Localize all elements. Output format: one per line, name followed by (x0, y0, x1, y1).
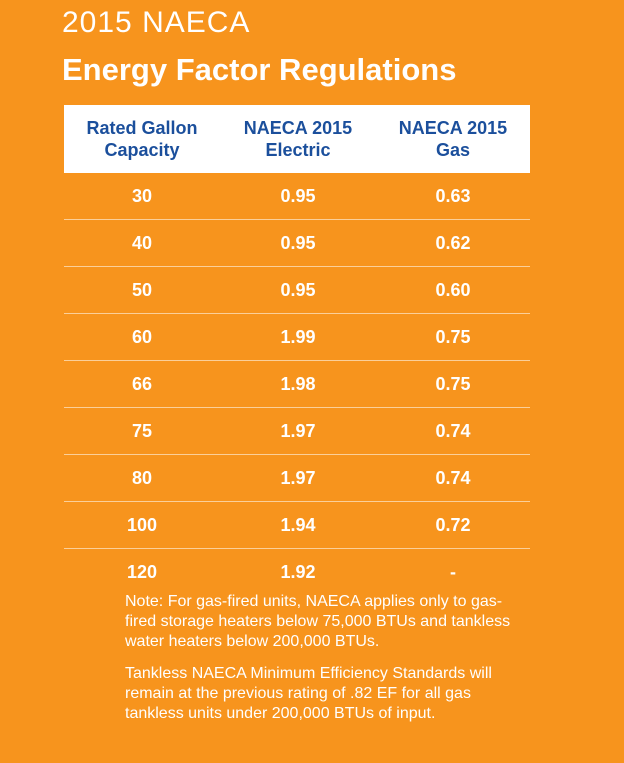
cell-capacity: 60 (131, 326, 153, 347)
cell-electric: 1.92 (280, 561, 316, 582)
cell-gas: 0.75 (435, 373, 471, 394)
energy-factor-table: Rated Gallon Capacity NAECA 2015 Electri… (64, 105, 530, 595)
cell-gas: 0.63 (435, 185, 471, 206)
header-capacity: Rated Gallon Capacity (64, 117, 220, 161)
cell-capacity: 66 (131, 373, 153, 394)
table-row: 66 1.98 0.75 (64, 361, 530, 408)
cell-capacity: 80 (131, 467, 153, 488)
header-capacity-line1: Rated Gallon (86, 118, 198, 138)
table-header: Rated Gallon Capacity NAECA 2015 Electri… (64, 105, 530, 173)
cell-gas: - (450, 561, 456, 582)
notes-section: Note: For gas-fired units, NAECA applies… (125, 592, 525, 736)
cell-electric: 0.95 (280, 232, 316, 253)
cell-capacity: 75 (131, 420, 153, 441)
table-row: 50 0.95 0.60 (64, 267, 530, 314)
cell-capacity: 120 (126, 561, 158, 582)
cell-gas: 0.62 (435, 232, 471, 253)
cell-gas: 0.72 (435, 514, 471, 535)
cell-electric: 1.98 (280, 373, 316, 394)
note-gas-fired: Note: For gas-fired units, NAECA applies… (125, 593, 511, 650)
cell-electric: 1.97 (280, 420, 316, 441)
cell-capacity: 40 (131, 232, 153, 253)
table-row: 60 1.99 0.75 (64, 314, 530, 361)
cell-electric: 0.95 (280, 185, 316, 206)
table-row: 30 0.95 0.63 (64, 173, 530, 220)
cell-capacity: 30 (131, 185, 153, 206)
header-electric-line2: Electric (265, 140, 331, 160)
header-gas: NAECA 2015 Gas (376, 117, 530, 161)
note-tankless: Tankless NAECA Minimum Efficiency Standa… (125, 665, 492, 722)
cell-gas: 0.74 (435, 467, 471, 488)
header-gas-line1: NAECA 2015 (398, 118, 508, 138)
cell-electric: 1.99 (280, 326, 316, 347)
page-title: Energy Factor Regulations (62, 52, 457, 87)
header-gas-line2: Gas (435, 140, 471, 160)
cell-gas: 0.60 (435, 279, 471, 300)
table-row: 120 1.92 - (64, 549, 530, 595)
cell-electric: 0.95 (280, 279, 316, 300)
cell-capacity: 50 (131, 279, 153, 300)
cell-electric: 1.97 (280, 467, 316, 488)
header-capacity-line2: Capacity (104, 140, 180, 160)
title-year: 2015 NAECA (62, 6, 251, 39)
cell-capacity: 100 (126, 514, 158, 535)
cell-gas: 0.74 (435, 420, 471, 441)
table-row: 40 0.95 0.62 (64, 220, 530, 267)
header-electric: NAECA 2015 Electric (220, 117, 376, 161)
table-row: 100 1.94 0.72 (64, 502, 530, 549)
header-electric-line1: NAECA 2015 (243, 118, 353, 138)
table-row: 75 1.97 0.74 (64, 408, 530, 455)
table-row: 80 1.97 0.74 (64, 455, 530, 502)
cell-gas: 0.75 (435, 326, 471, 347)
cell-electric: 1.94 (280, 514, 316, 535)
